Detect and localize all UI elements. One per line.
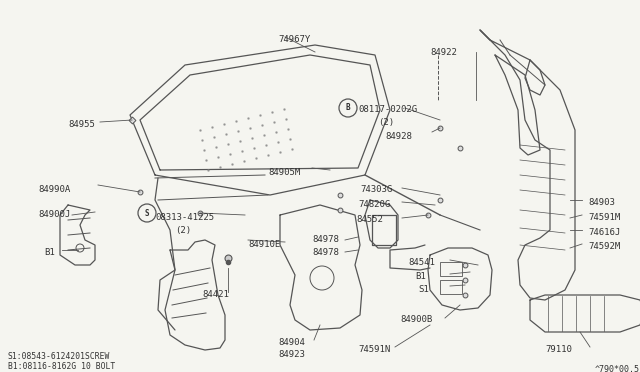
Text: B1:08116-8162G 10 BOLT: B1:08116-8162G 10 BOLT xyxy=(8,362,115,371)
Text: 74303G: 74303G xyxy=(360,185,392,194)
Text: 84923: 84923 xyxy=(278,350,305,359)
Text: 84910E: 84910E xyxy=(248,240,280,249)
Text: 74616J: 74616J xyxy=(588,228,620,237)
Text: 74592M: 74592M xyxy=(588,242,620,251)
Bar xyxy=(440,262,462,276)
Text: B1: B1 xyxy=(415,272,426,281)
Text: 74591M: 74591M xyxy=(588,213,620,222)
Text: S: S xyxy=(145,208,149,218)
Text: ^790*00.5: ^790*00.5 xyxy=(595,365,640,372)
Text: 84903: 84903 xyxy=(588,198,615,207)
Text: 74591N: 74591N xyxy=(358,345,390,354)
Text: 84552: 84552 xyxy=(356,215,383,224)
Text: 08313-41225: 08313-41225 xyxy=(155,213,214,222)
Text: 84955: 84955 xyxy=(68,120,95,129)
Text: 84541: 84541 xyxy=(408,258,435,267)
Text: 84922: 84922 xyxy=(430,48,457,57)
Text: 08117-0202G: 08117-0202G xyxy=(358,105,417,114)
Text: 84990A: 84990A xyxy=(38,185,70,194)
Text: 84978: 84978 xyxy=(312,248,339,257)
Bar xyxy=(440,280,462,294)
Text: 84904: 84904 xyxy=(278,338,305,347)
Text: B1: B1 xyxy=(44,248,55,257)
Text: 84900J: 84900J xyxy=(38,210,70,219)
Text: 84421: 84421 xyxy=(202,290,229,299)
Text: 84978: 84978 xyxy=(312,235,339,244)
Text: 74820G: 74820G xyxy=(358,200,390,209)
Text: 74967Y: 74967Y xyxy=(278,35,310,44)
Text: 84900B: 84900B xyxy=(400,315,432,324)
Text: (2): (2) xyxy=(175,226,191,235)
Text: S1: S1 xyxy=(418,285,429,294)
Text: S1:08543-6124201SCREW: S1:08543-6124201SCREW xyxy=(8,352,110,361)
Text: 84928: 84928 xyxy=(385,132,412,141)
Text: (2): (2) xyxy=(378,118,394,127)
Text: 84905M: 84905M xyxy=(268,168,300,177)
Text: B: B xyxy=(346,103,350,112)
Text: 79110: 79110 xyxy=(545,345,572,354)
